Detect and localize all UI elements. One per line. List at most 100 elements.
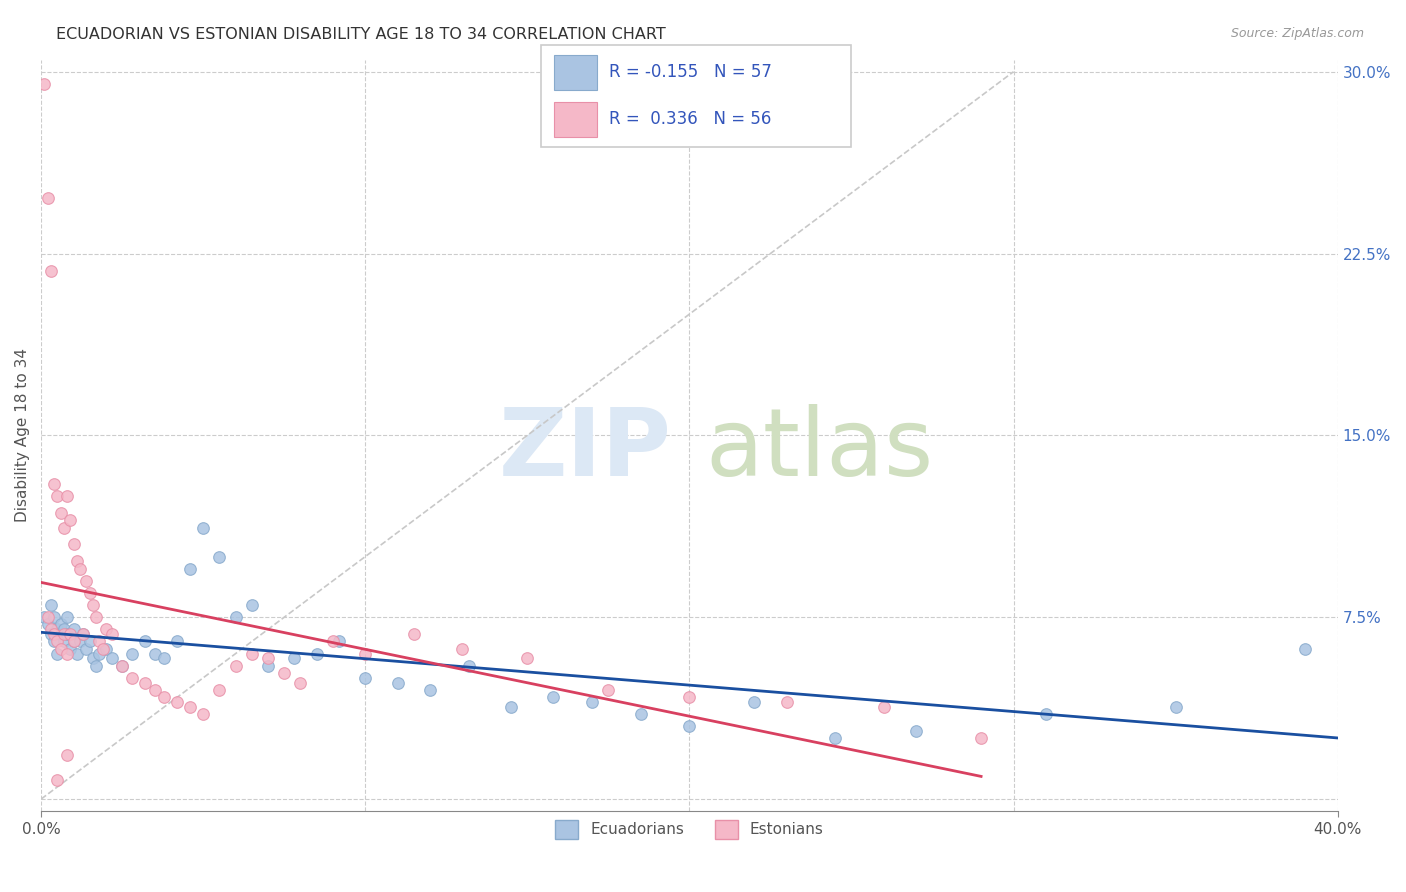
- Point: [52, 634, 75, 648]
- Point: [59, 641, 82, 656]
- Point: [49, 617, 72, 632]
- Point: [76, 641, 98, 656]
- Point: [419, 682, 441, 697]
- Point: [49, 627, 72, 641]
- Point: [62, 537, 84, 551]
- Point: [305, 647, 328, 661]
- Text: R =  0.336   N = 56: R = 0.336 N = 56: [609, 111, 772, 128]
- Point: [143, 647, 166, 661]
- Point: [56, 610, 79, 624]
- Point: [89, 647, 111, 661]
- Point: [37, 610, 59, 624]
- Text: atlas: atlas: [704, 404, 934, 497]
- Point: [598, 682, 620, 697]
- Point: [46, 623, 69, 637]
- Point: [179, 562, 201, 576]
- Point: [775, 695, 797, 709]
- Point: [82, 598, 104, 612]
- Legend: Ecuadorians, Estonians: Ecuadorians, Estonians: [548, 814, 830, 845]
- Point: [52, 627, 75, 641]
- Point: [630, 707, 652, 722]
- Point: [354, 671, 377, 685]
- Text: Source: ZipAtlas.com: Source: ZipAtlas.com: [1230, 27, 1364, 40]
- Point: [678, 690, 700, 705]
- Text: ZIP: ZIP: [499, 404, 672, 497]
- Point: [873, 700, 896, 714]
- Point: [257, 658, 280, 673]
- Point: [46, 489, 69, 503]
- Point: [742, 695, 765, 709]
- Point: [37, 617, 59, 632]
- Point: [1164, 700, 1187, 714]
- Point: [1294, 641, 1316, 656]
- Point: [66, 647, 89, 661]
- Point: [290, 675, 312, 690]
- Point: [824, 731, 846, 746]
- Point: [46, 634, 69, 648]
- Point: [82, 651, 104, 665]
- Point: [62, 634, 84, 648]
- FancyBboxPatch shape: [541, 45, 851, 147]
- Point: [56, 647, 79, 661]
- Point: [678, 719, 700, 733]
- Point: [111, 658, 134, 673]
- Point: [101, 651, 124, 665]
- Text: ECUADORIAN VS ESTONIAN DISABILITY AGE 18 TO 34 CORRELATION CHART: ECUADORIAN VS ESTONIAN DISABILITY AGE 18…: [56, 27, 666, 42]
- Point: [42, 627, 65, 641]
- Point: [402, 627, 425, 641]
- Point: [34, 610, 56, 624]
- Point: [79, 586, 101, 600]
- Point: [69, 634, 91, 648]
- Point: [39, 627, 62, 641]
- Point: [516, 651, 538, 665]
- Point: [354, 647, 377, 661]
- Point: [56, 489, 79, 503]
- Point: [66, 554, 89, 568]
- Point: [42, 476, 65, 491]
- Point: [37, 191, 59, 205]
- Point: [72, 627, 94, 641]
- Point: [39, 623, 62, 637]
- Y-axis label: Disability Age 18 to 34: Disability Age 18 to 34: [15, 349, 30, 523]
- Point: [42, 610, 65, 624]
- Point: [39, 263, 62, 277]
- Point: [59, 513, 82, 527]
- Point: [94, 623, 117, 637]
- Point: [451, 641, 474, 656]
- Point: [541, 690, 564, 705]
- Bar: [554, 55, 598, 90]
- Point: [193, 520, 215, 534]
- Point: [458, 658, 481, 673]
- Point: [79, 634, 101, 648]
- Point: [52, 520, 75, 534]
- Point: [581, 695, 603, 709]
- Point: [193, 707, 215, 722]
- Point: [970, 731, 993, 746]
- Point: [52, 623, 75, 637]
- Point: [387, 675, 409, 690]
- Point: [101, 627, 124, 641]
- Point: [322, 634, 344, 648]
- Point: [69, 562, 91, 576]
- Point: [91, 641, 114, 656]
- Point: [46, 772, 69, 787]
- Point: [208, 682, 231, 697]
- Point: [905, 724, 928, 739]
- Point: [76, 574, 98, 588]
- Point: [34, 77, 56, 91]
- Point: [153, 651, 176, 665]
- Point: [225, 658, 247, 673]
- Point: [121, 647, 143, 661]
- Point: [62, 623, 84, 637]
- Point: [62, 634, 84, 648]
- Point: [89, 634, 111, 648]
- Point: [153, 690, 176, 705]
- Point: [134, 634, 156, 648]
- Point: [225, 610, 247, 624]
- Point: [166, 634, 188, 648]
- Point: [94, 641, 117, 656]
- Point: [1035, 707, 1057, 722]
- Point: [283, 651, 305, 665]
- Point: [49, 506, 72, 520]
- Point: [84, 658, 107, 673]
